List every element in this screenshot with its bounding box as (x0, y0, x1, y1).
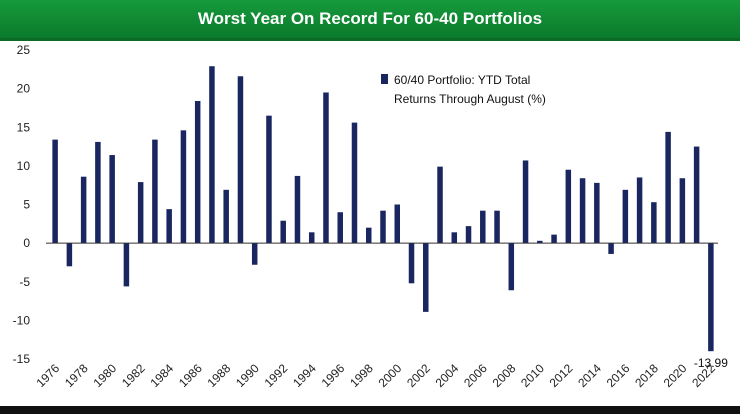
x-tick-label: 1984 (148, 361, 177, 390)
bar-2022 (708, 243, 714, 352)
bar-2002 (423, 243, 429, 312)
x-tick-label: 1980 (90, 361, 119, 390)
bar-1996 (337, 212, 343, 244)
bar-1984 (166, 209, 172, 244)
data-label-2022: -13.99 (694, 356, 728, 370)
bar-1999 (380, 210, 386, 244)
x-tick-label: 2008 (490, 361, 519, 390)
bar-2020 (679, 178, 686, 244)
bar-1978 (80, 176, 87, 244)
x-tick-label: 1986 (176, 361, 205, 390)
bar-1998 (365, 227, 372, 244)
y-tick-label: -5 (19, 275, 30, 289)
bar-1991 (266, 115, 272, 244)
legend-swatch (381, 74, 388, 84)
bar-1993 (294, 175, 301, 244)
y-tick-label: 0 (23, 236, 30, 250)
x-tick-label: 1976 (33, 361, 62, 390)
bar-2001 (408, 243, 415, 284)
bar-1990 (251, 243, 258, 265)
y-tick-label: 5 (23, 198, 30, 212)
x-tick-label: 1990 (233, 361, 262, 390)
bar-2016 (622, 189, 629, 244)
bar-1982 (137, 182, 144, 244)
bar-2009 (522, 160, 529, 244)
legend: 60/40 Portfolio: YTD Total Returns Throu… (381, 73, 546, 106)
bar-2017 (636, 177, 643, 244)
bar-2019 (665, 131, 671, 244)
bar-2000 (394, 204, 401, 244)
bar-2018 (651, 202, 657, 244)
bar-1988 (223, 189, 229, 244)
bar-2014 (594, 182, 600, 244)
bar-1980 (109, 155, 115, 244)
bar-2012 (565, 169, 572, 244)
x-tick-label: 2018 (632, 361, 661, 390)
bar-1981 (123, 243, 130, 287)
bar-1979 (95, 141, 101, 244)
bar-2008 (508, 243, 515, 291)
x-axis: 1976 1978 1980 1982 1984 1986 1988 1990 1992 1994… (33, 361, 718, 390)
bottom-border (0, 406, 740, 414)
y-tick-label: 10 (17, 159, 31, 173)
legend-label-line-2: Returns Through August (%) (394, 92, 546, 106)
y-tick-label: 25 (17, 43, 31, 57)
bar-1977 (66, 243, 73, 267)
bar-2007 (494, 210, 500, 244)
y-tick-label: -10 (13, 313, 31, 327)
x-tick-label: 2006 (461, 361, 490, 390)
x-tick-label: 1996 (319, 361, 348, 390)
bar-2003 (437, 166, 443, 244)
x-tick-label: 1994 (290, 361, 319, 390)
bar-1983 (152, 139, 158, 244)
bar-2010 (537, 240, 543, 244)
x-tick-label: 2002 (404, 361, 433, 390)
y-tick-label: 20 (17, 82, 31, 96)
x-tick-label: 1992 (262, 361, 291, 390)
bar-1992 (280, 220, 286, 244)
x-tick-label: 2000 (376, 361, 405, 390)
x-tick-label: 2016 (604, 361, 633, 390)
bar-1987 (209, 66, 215, 244)
bar-1985 (180, 130, 187, 244)
bar-1986 (194, 100, 201, 244)
x-tick-label: 1998 (347, 361, 376, 390)
x-tick-label: 2014 (575, 361, 604, 390)
bar-1989 (237, 76, 244, 244)
bar-2005 (465, 226, 472, 244)
x-tick-label: 1982 (119, 361, 148, 390)
y-tick-label: -15 (13, 352, 31, 366)
y-axis: 25 20 15 10 5 0 -5 -10 -15 (13, 43, 31, 366)
bar-2006 (480, 210, 486, 244)
bar-1976 (52, 139, 58, 244)
bar-1994 (308, 232, 315, 244)
bar-1997 (351, 122, 358, 244)
bar-2011 (551, 234, 557, 244)
bar-2015 (608, 243, 614, 254)
x-tick-label: 2010 (518, 361, 547, 390)
x-tick-label: 1978 (62, 361, 91, 390)
bar-1995 (323, 92, 329, 244)
y-tick-label: 15 (17, 120, 31, 134)
x-tick-label: 2012 (547, 361, 576, 390)
x-tick-label: 1988 (205, 361, 234, 390)
x-tick-label: 2020 (661, 361, 690, 390)
bars (52, 66, 714, 352)
x-tick-label: 2004 (433, 361, 462, 390)
bar-2004 (451, 232, 458, 244)
legend-label-line-1: 60/40 Portfolio: YTD Total (394, 73, 530, 87)
bar-2013 (579, 178, 586, 244)
chart-title: Worst Year On Record For 60-40 Portfolio… (0, 0, 740, 41)
bar-2021 (693, 146, 700, 244)
